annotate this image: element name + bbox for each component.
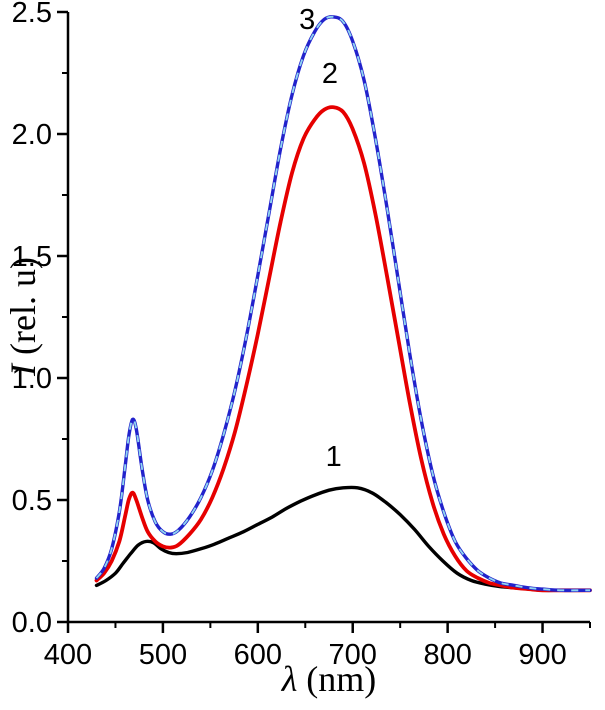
curve-2 — [94, 105, 592, 593]
curve-3 — [94, 15, 592, 593]
x-axis-title: λ (nm) — [68, 658, 590, 700]
x-tick-label: 900 — [518, 639, 566, 671]
x-tick-label: 600 — [234, 639, 282, 671]
curve-label-1: 1 — [326, 441, 342, 473]
y-axis-units: (rel. u) — [3, 257, 43, 365]
y-tick-label: 1.0 — [12, 363, 52, 395]
x-tick-label: 500 — [139, 639, 187, 671]
curve-label-2: 2 — [322, 58, 338, 90]
curve-3-overlay — [95, 15, 591, 592]
y-tick-label: 0.0 — [12, 607, 52, 639]
y-axis-title: I (rel. u) — [2, 12, 44, 622]
x-tick-label: 800 — [423, 639, 471, 671]
y-tick-label: 2.5 — [12, 0, 52, 29]
x-tick-label: 700 — [329, 639, 377, 671]
x-axis-units: (nm) — [297, 659, 377, 699]
y-tick-label: 0.5 — [12, 485, 52, 517]
y-axis-symbol: I — [3, 364, 43, 377]
y-tick-label: 2.0 — [12, 119, 52, 151]
y-tick-label: 1.5 — [12, 241, 52, 273]
curve-label-3: 3 — [299, 4, 315, 36]
x-axis-symbol: λ — [281, 659, 298, 699]
curve-1 — [94, 485, 592, 593]
x-tick-label: 400 — [44, 639, 92, 671]
